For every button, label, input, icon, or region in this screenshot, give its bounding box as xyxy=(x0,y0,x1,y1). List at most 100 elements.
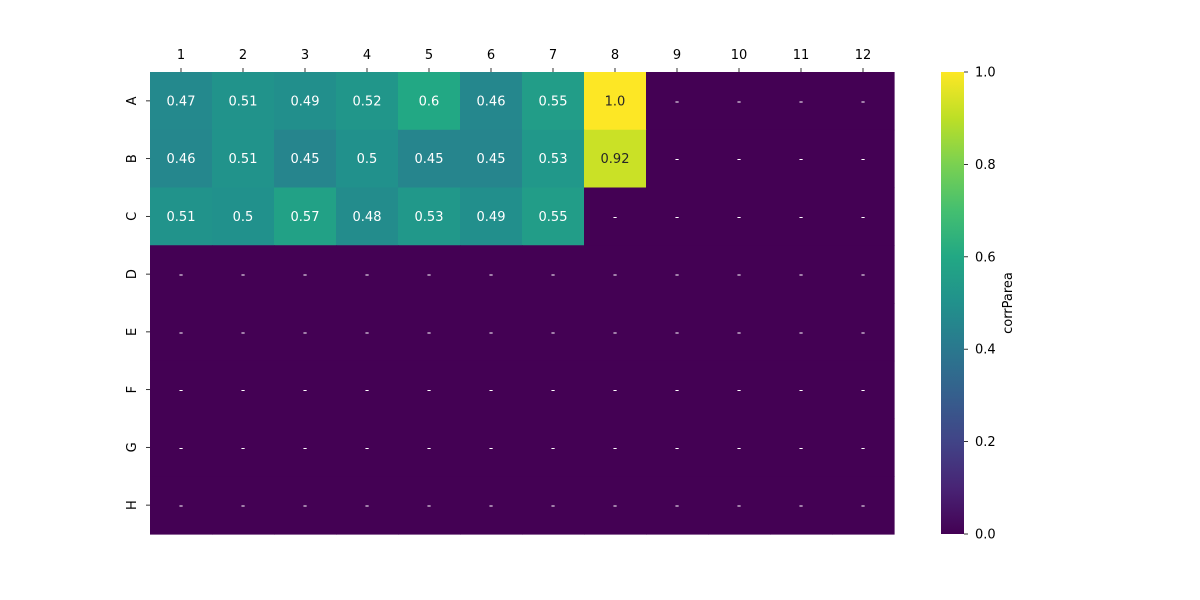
cell-annotation: - xyxy=(179,499,183,513)
cell-annotation: - xyxy=(861,325,865,339)
heatmap-cell xyxy=(584,187,647,246)
cell-annotation: 0.51 xyxy=(229,152,258,167)
heatmap-cell xyxy=(336,360,399,420)
heatmap-cell xyxy=(336,303,399,362)
cell-annotation: - xyxy=(241,441,245,455)
heatmap-cell xyxy=(584,418,647,477)
colorbar-tick-label: 1.0 xyxy=(975,66,996,81)
cell-annotation: - xyxy=(365,268,369,282)
y-axis: A B C D E F G H xyxy=(125,96,150,510)
cell-annotation: 0.52 xyxy=(353,94,382,109)
heatmap-cell xyxy=(274,129,337,189)
colorbar-tick-label: 0.4 xyxy=(975,343,996,358)
cell-annotation: - xyxy=(737,499,741,513)
x-tick-label: 11 xyxy=(793,48,810,63)
heatmap-cell xyxy=(274,303,337,362)
heatmap-cell xyxy=(522,476,585,535)
heatmap-cell xyxy=(832,129,895,189)
cell-annotation: - xyxy=(737,268,741,282)
cell-annotation: - xyxy=(365,499,369,513)
heatmap-cell xyxy=(460,360,523,420)
heatmap-cell xyxy=(398,187,461,246)
heatmap-cell xyxy=(584,129,647,189)
heatmap-cell xyxy=(708,476,771,535)
y-tick-label: C xyxy=(125,212,140,221)
cell-annotation: 1.0 xyxy=(605,94,626,109)
cell-annotation: - xyxy=(675,325,679,339)
cell-annotation: - xyxy=(551,268,555,282)
cell-annotation: - xyxy=(799,441,803,455)
cell-annotation: - xyxy=(675,268,679,282)
colorbar-gradient xyxy=(941,72,964,534)
colorbar-tick-label: 0.0 xyxy=(975,528,996,543)
heatmap-cell xyxy=(646,303,709,362)
heatmap-cell xyxy=(770,245,833,304)
heatmap-cell xyxy=(460,129,523,189)
heatmap-cell xyxy=(708,72,771,131)
cell-annotation: 0.5 xyxy=(233,210,254,225)
cell-annotation: - xyxy=(737,94,741,108)
heatmap-cell xyxy=(274,245,337,304)
heatmap-cell xyxy=(398,72,461,131)
heatmap-cell xyxy=(212,476,275,535)
heatmap-cell xyxy=(708,360,771,420)
colorbar-tick-label: 0.2 xyxy=(975,435,996,450)
heatmap-cell xyxy=(770,72,833,131)
x-tick-label: 10 xyxy=(731,48,748,63)
heatmap-cell xyxy=(212,245,275,304)
cell-annotation: 0.45 xyxy=(415,152,444,167)
heatmap-cell xyxy=(708,303,771,362)
cell-annotation: - xyxy=(489,499,493,513)
cell-annotation: - xyxy=(303,383,307,397)
heatmap-annotations: 0.47 0.51 0.49 0.52 0.6 0.46 0.55 1.0 - - - - 0.46 0.… xyxy=(167,94,866,512)
heatmap-cell xyxy=(212,72,275,131)
y-tick-label: F xyxy=(125,386,140,393)
cell-annotation: 0.53 xyxy=(539,152,568,167)
cell-annotation: - xyxy=(861,499,865,513)
x-tick-label: 3 xyxy=(301,48,309,63)
heatmap-cell xyxy=(584,303,647,362)
cell-annotation: 0.51 xyxy=(229,94,258,109)
cell-annotation: 0.5 xyxy=(357,152,378,167)
cell-annotation: - xyxy=(613,325,617,339)
cell-annotation: - xyxy=(241,325,245,339)
cell-annotation: - xyxy=(303,268,307,282)
cell-annotation: 0.53 xyxy=(415,210,444,225)
cell-annotation: - xyxy=(365,325,369,339)
cell-annotation: 0.48 xyxy=(353,210,382,225)
heatmap-cell xyxy=(460,187,523,246)
heatmap-cell xyxy=(150,418,213,477)
heatmap-cell xyxy=(832,303,895,362)
heatmap-cell xyxy=(522,72,585,131)
cell-annotation: - xyxy=(737,152,741,166)
colorbar-tick-label: 0.6 xyxy=(975,250,996,265)
cell-annotation: - xyxy=(799,383,803,397)
heatmap-cell xyxy=(770,360,833,420)
heatmap-cell xyxy=(150,129,213,189)
cell-annotation: - xyxy=(675,383,679,397)
x-tick-label: 4 xyxy=(363,48,371,63)
cell-annotation: - xyxy=(861,152,865,166)
cell-annotation: - xyxy=(675,152,679,166)
heatmap-cell xyxy=(584,72,647,131)
heatmap-cell xyxy=(150,303,213,362)
cell-annotation: - xyxy=(799,152,803,166)
heatmap-cell xyxy=(832,187,895,246)
cell-annotation: - xyxy=(861,210,865,224)
cell-annotation: - xyxy=(179,268,183,282)
heatmap-cell xyxy=(832,245,895,304)
heatmap-cell xyxy=(770,476,833,535)
cell-annotation: - xyxy=(675,94,679,108)
cell-annotation: - xyxy=(179,325,183,339)
heatmap-cell xyxy=(646,72,709,131)
heatmap-cell xyxy=(150,476,213,535)
x-tick-label: 7 xyxy=(549,48,557,63)
colorbar-label: corrParea xyxy=(1001,272,1016,334)
y-tick-label: B xyxy=(125,154,140,163)
heatmap-cell xyxy=(832,476,895,535)
heatmap-cell xyxy=(646,129,709,189)
cell-annotation: - xyxy=(799,499,803,513)
x-tick-label: 5 xyxy=(425,48,433,63)
cell-annotation: - xyxy=(241,383,245,397)
cell-annotation: - xyxy=(799,325,803,339)
